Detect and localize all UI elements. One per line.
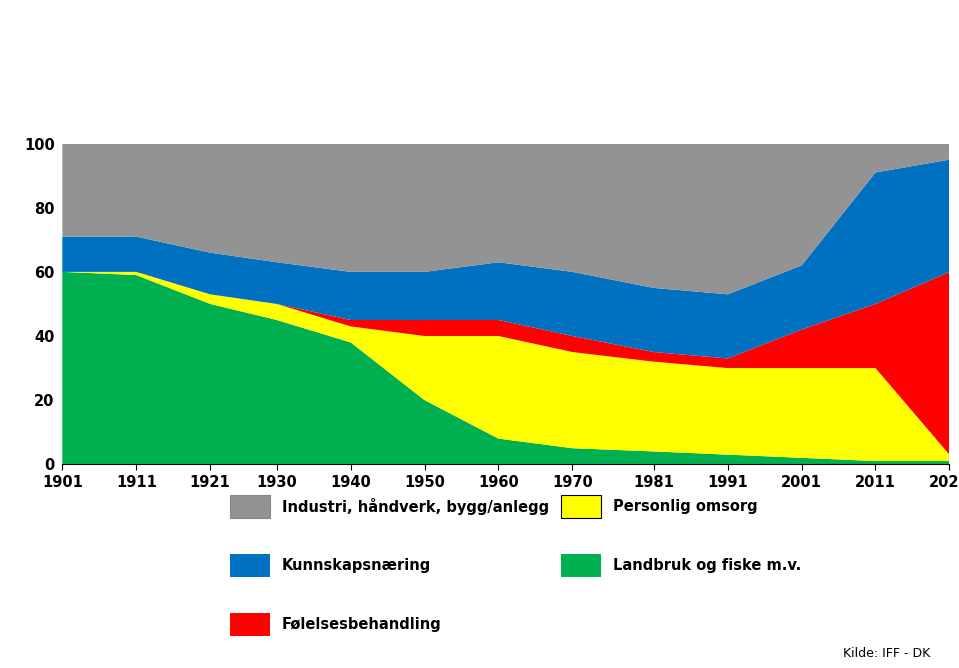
Text: Kunnskapsnæring: Kunnskapsnæring (282, 558, 432, 573)
Text: Personlig omsorg: Personlig omsorg (613, 499, 758, 514)
Text: Verdiskapningene i samfunnet styres: Verdiskapningene i samfunnet styres (29, 23, 570, 51)
Text: Landbruk og fiske m.v.: Landbruk og fiske m.v. (613, 558, 801, 573)
Text: Industri, håndverk, bygg/anlegg: Industri, håndverk, bygg/anlegg (282, 498, 550, 515)
Text: i økende grad av menneskers opplevelser: i økende grad av menneskers opplevelser (29, 79, 639, 108)
Bar (561, 554, 601, 577)
Bar (230, 554, 270, 577)
Bar (230, 613, 270, 637)
Text: Kilde: IFF - DK: Kilde: IFF - DK (843, 647, 930, 660)
Text: Følelsesbehandling: Følelsesbehandling (282, 617, 442, 632)
Bar (230, 494, 270, 518)
Bar (561, 494, 601, 518)
